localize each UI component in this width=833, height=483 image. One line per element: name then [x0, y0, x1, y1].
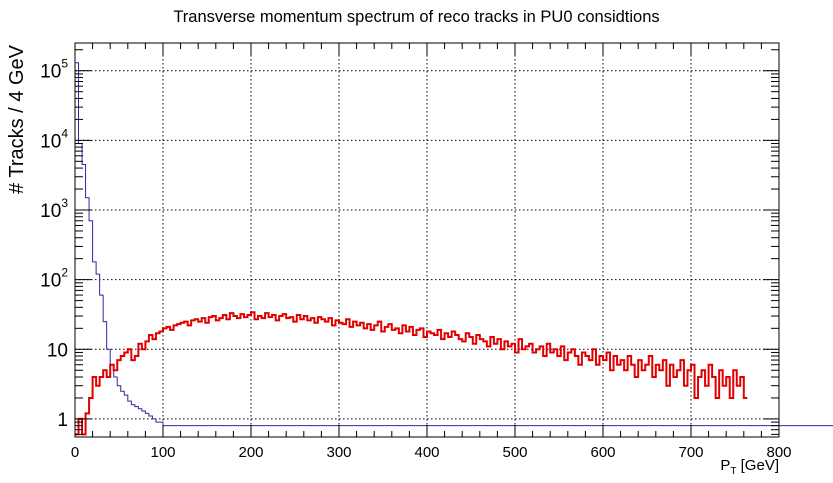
x-tick-label: 600 [590, 444, 615, 461]
y-tick-label: 1 [57, 410, 68, 431]
y-tick-label: 104 [40, 126, 68, 152]
y-tick-label: 103 [40, 196, 68, 222]
y-tick-label: 105 [40, 57, 68, 83]
series-line-1 [75, 62, 833, 427]
x-tick-label: 700 [678, 444, 703, 461]
y-tick-label: 10 [47, 340, 68, 361]
x-tick-label: 0 [71, 444, 79, 461]
x-tick-label: 400 [414, 444, 439, 461]
x-axis: 0 100 200 300 400 500 600 700 800 [71, 43, 792, 461]
y-axis: 1 10 102 103 104 105 [40, 49, 779, 435]
x-axis-title: PT [GeV] [720, 457, 779, 477]
chart-title: Transverse momentum spectrum of reco tra… [173, 8, 660, 26]
series-line-2 [75, 311, 748, 436]
x-tick-label: 800 [766, 444, 791, 461]
grid-lines [75, 43, 779, 437]
x-tick-label: 100 [150, 444, 175, 461]
y-tick-label: 102 [40, 266, 68, 292]
x-tick-label: 500 [502, 444, 527, 461]
x-tick-label: 300 [326, 444, 351, 461]
x-tick-label: 200 [238, 444, 263, 461]
series-layer [75, 62, 833, 436]
y-axis-title: # Tracks / 4 GeV [6, 44, 28, 194]
